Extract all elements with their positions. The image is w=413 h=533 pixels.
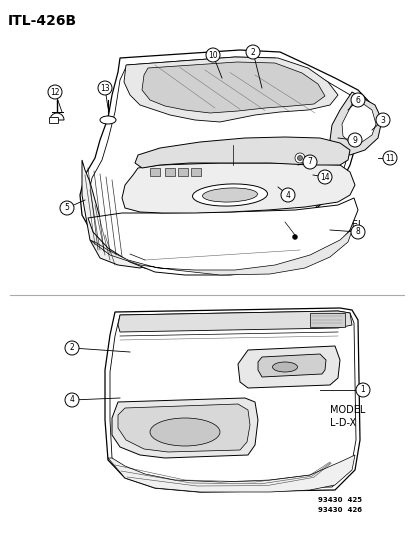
Text: MODEL: MODEL: [327, 220, 363, 230]
Text: L-D-X: L-D-X: [329, 418, 355, 428]
Circle shape: [297, 156, 302, 160]
Text: 12: 12: [50, 87, 59, 96]
Circle shape: [350, 225, 364, 239]
Circle shape: [98, 81, 112, 95]
Circle shape: [206, 48, 219, 62]
Polygon shape: [257, 354, 325, 377]
Polygon shape: [112, 398, 257, 458]
FancyBboxPatch shape: [309, 313, 344, 327]
Text: 13: 13: [100, 84, 109, 93]
Circle shape: [375, 113, 389, 127]
Ellipse shape: [202, 188, 257, 202]
Text: 8: 8: [355, 228, 359, 237]
Polygon shape: [88, 198, 357, 275]
Polygon shape: [135, 137, 349, 168]
Polygon shape: [105, 308, 359, 492]
Text: 7: 7: [307, 157, 312, 166]
Circle shape: [382, 151, 396, 165]
Text: 1: 1: [360, 385, 365, 394]
Text: 11: 11: [385, 154, 394, 163]
Polygon shape: [108, 455, 354, 492]
Circle shape: [245, 45, 259, 59]
Polygon shape: [341, 98, 375, 143]
Text: 93430  426: 93430 426: [317, 507, 361, 513]
Ellipse shape: [272, 362, 297, 372]
Text: 4: 4: [69, 395, 74, 405]
Polygon shape: [118, 404, 249, 452]
Text: 14: 14: [319, 173, 329, 182]
Ellipse shape: [192, 184, 267, 206]
Text: 9: 9: [352, 135, 356, 144]
Circle shape: [302, 155, 316, 169]
Text: 3: 3: [380, 116, 385, 125]
Circle shape: [48, 85, 62, 99]
Circle shape: [65, 393, 79, 407]
Text: 5: 5: [64, 204, 69, 213]
Bar: [178, 168, 188, 176]
Circle shape: [294, 153, 304, 163]
Polygon shape: [80, 50, 377, 270]
Polygon shape: [82, 160, 150, 268]
Text: 10: 10: [208, 51, 217, 60]
Polygon shape: [122, 163, 354, 213]
Text: 2: 2: [250, 47, 255, 56]
Circle shape: [60, 201, 74, 215]
Circle shape: [350, 93, 364, 107]
Bar: [165, 168, 175, 176]
Circle shape: [355, 383, 369, 397]
Ellipse shape: [100, 116, 116, 124]
Polygon shape: [118, 311, 351, 332]
Circle shape: [317, 170, 331, 184]
Polygon shape: [90, 228, 352, 275]
Text: 2: 2: [69, 343, 74, 352]
Text: ITL-426B: ITL-426B: [8, 14, 77, 28]
Ellipse shape: [150, 418, 219, 446]
Polygon shape: [142, 62, 324, 113]
Polygon shape: [124, 57, 337, 122]
Circle shape: [280, 188, 294, 202]
Polygon shape: [329, 92, 381, 155]
Bar: [190, 168, 201, 176]
Text: 4: 4: [285, 190, 290, 199]
Polygon shape: [237, 346, 339, 388]
Bar: [150, 168, 159, 176]
FancyBboxPatch shape: [50, 117, 58, 124]
Circle shape: [347, 133, 361, 147]
Text: MODEL: MODEL: [329, 405, 365, 415]
Text: 93430  425: 93430 425: [317, 497, 361, 503]
Ellipse shape: [292, 235, 297, 239]
Wedge shape: [50, 113, 64, 120]
Circle shape: [65, 341, 79, 355]
Text: C: C: [339, 233, 346, 243]
Text: 6: 6: [355, 95, 360, 104]
